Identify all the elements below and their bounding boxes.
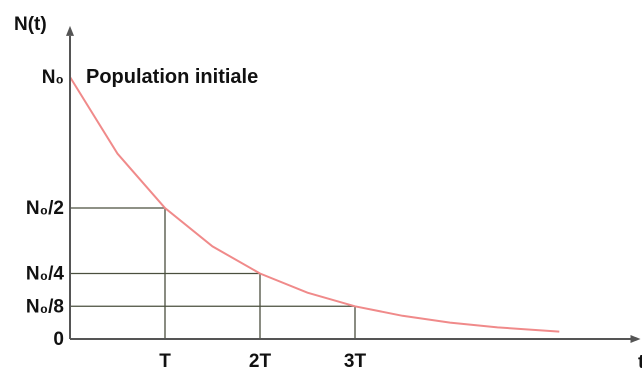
y-tick-label-0: 0 bbox=[53, 329, 64, 350]
x-tick-label-0: T bbox=[159, 351, 171, 372]
population-initiale-annotation: Population initiale bbox=[86, 66, 258, 88]
x-axis-arrow-icon bbox=[630, 335, 641, 343]
x-tick-label-1: 2T bbox=[249, 351, 272, 372]
y-tick-label-4: N₀ bbox=[42, 67, 64, 88]
half-life-guides bbox=[70, 207, 356, 339]
x-axis-label: t bbox=[638, 352, 642, 373]
y-tick-label-2: N₀/4 bbox=[26, 264, 65, 285]
y-axis-arrow-icon bbox=[66, 25, 74, 36]
y-axis-label: N(t) bbox=[14, 14, 47, 35]
decay-curve bbox=[69, 76, 560, 333]
x-tick-labels: T 2T 3T bbox=[159, 351, 366, 372]
y-tick-labels: 0 N₀/8 N₀/4 N₀/2 N₀ bbox=[26, 67, 65, 350]
y-tick-label-1: N₀/8 bbox=[26, 296, 64, 317]
y-tick-label-3: N₀/2 bbox=[26, 198, 64, 219]
x-tick-label-2: 3T bbox=[344, 351, 367, 372]
